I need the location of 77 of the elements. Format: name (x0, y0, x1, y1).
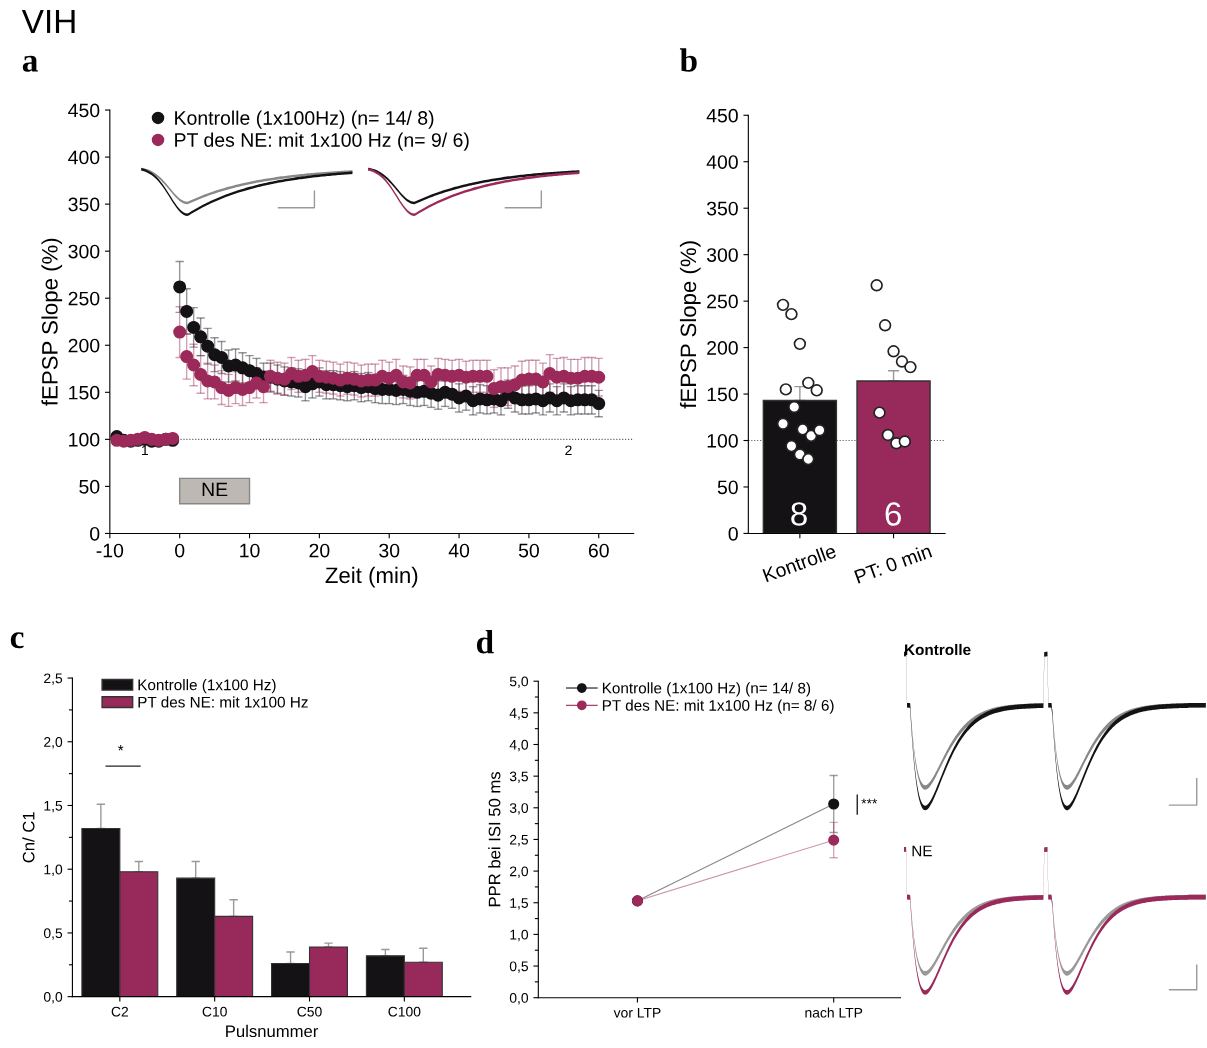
y-tick-label: 200 (707, 341, 738, 355)
y-tick-label: 200 (68, 338, 100, 353)
x-tick-label: C50 (297, 1006, 322, 1017)
x-tick-label: -10 (96, 543, 124, 558)
y-tick-label: 0 (90, 526, 100, 541)
y-tick-label: 2,5 (44, 673, 63, 685)
y-axis-title: fEPSP Slope (%) (679, 241, 701, 409)
y-tick-label: 0,5 (509, 961, 529, 973)
annotation: 6 (885, 502, 901, 526)
y-tick-label: 0,0 (43, 991, 63, 1004)
y-tick-label: 150 (707, 387, 738, 402)
annotation: 8 (791, 502, 807, 526)
y-tick-label: 350 (706, 201, 738, 216)
y-tick-label: 3,0 (509, 803, 529, 815)
chart-title: c (10, 632, 24, 649)
x-tick-label: 20 (309, 543, 330, 558)
y-axis-title: Cn/ C1 (22, 812, 35, 863)
y-tick-label: 1,0 (510, 929, 529, 942)
legend-label: PT des NE: mit 1x100 Hz (n= 9/ 6) (175, 132, 469, 151)
y-axis-title: fEPSP Slope (%) (41, 238, 63, 406)
y-tick-label: 400 (706, 155, 738, 169)
legend-label: Kontrolle (1x100 Hz) (n= 14/ 8) (602, 682, 811, 697)
y-tick-label: 350 (68, 197, 100, 212)
x-axis-title: Pulsnummer (226, 1024, 319, 1038)
y-tick-label: 450 (706, 108, 738, 123)
y-tick-label: 1,5 (510, 898, 529, 910)
y-tick-label: 250 (707, 294, 738, 309)
x-tick-label: 40 (448, 543, 470, 558)
y-tick-label: 50 (79, 479, 100, 494)
x-axis-title: Zeit (min) (325, 566, 418, 588)
y-tick-label: 2,5 (509, 834, 529, 847)
y-tick-label: 0,0 (509, 993, 529, 1005)
legend-label: Kontrolle (1x100 Hz) (138, 679, 276, 694)
y-tick-label: 300 (706, 248, 738, 262)
x-tick-label: C10 (202, 1006, 227, 1017)
y-tick-label: 5,0 (509, 676, 529, 689)
x-tick-label: 10 (240, 543, 260, 558)
band-label: NE (202, 482, 228, 497)
x-tick-label: nach LTP (805, 1007, 863, 1018)
y-tick-label: 400 (68, 150, 100, 165)
y-tick-label: 0,5 (43, 928, 63, 940)
x-tick-label: C100 (388, 1006, 421, 1017)
x-tick-label: vor LTP (613, 1007, 661, 1018)
y-tick-label: 3,5 (509, 771, 529, 783)
annotation: * (117, 745, 124, 751)
x-tick-label: 30 (379, 543, 400, 558)
text: Kontrolle (905, 643, 971, 656)
y-tick-label: 50 (717, 480, 738, 495)
y-axis-title: PPR bei ISI 50 ms (488, 771, 501, 907)
y-tick-label: 1,5 (44, 800, 63, 813)
y-tick-label: 100 (69, 432, 100, 447)
x-tick-label: 60 (588, 543, 609, 558)
y-tick-label: 250 (68, 291, 100, 306)
y-tick-label: 450 (68, 103, 100, 118)
x-tick-label: C2 (111, 1006, 129, 1017)
y-tick-label: 4,5 (509, 708, 529, 720)
y-tick-label: 4,0 (509, 739, 529, 752)
text: VIH (21, 9, 75, 33)
x-tick-label: PT: 0 min (853, 543, 933, 584)
legend-label: PT des NE: mit 1x100 Hz (138, 696, 308, 708)
y-tick-label: 2,0 (509, 866, 529, 878)
chart-title: b (679, 48, 697, 72)
chart-title: a (22, 55, 38, 72)
y-tick-label: 150 (69, 385, 100, 400)
annotation: 1 (142, 445, 149, 456)
legend-label: Kontrolle (1x100Hz) (n= 14/ 8) (175, 110, 434, 129)
annotation: 2 (565, 445, 572, 456)
y-tick-label: 2,0 (44, 737, 63, 749)
y-tick-label: 100 (707, 433, 738, 448)
chart-title: d (476, 630, 494, 654)
y-tick-label: 0 (728, 526, 738, 541)
legend-label: PT des NE: mit 1x100 Hz (n= 8/ 6) (602, 699, 834, 714)
text: NE (912, 845, 932, 857)
y-tick-label: 300 (68, 244, 100, 259)
x-tick-label: 0 (175, 543, 185, 558)
annotation: *** (861, 798, 878, 804)
y-tick-label: 1,0 (44, 864, 63, 877)
